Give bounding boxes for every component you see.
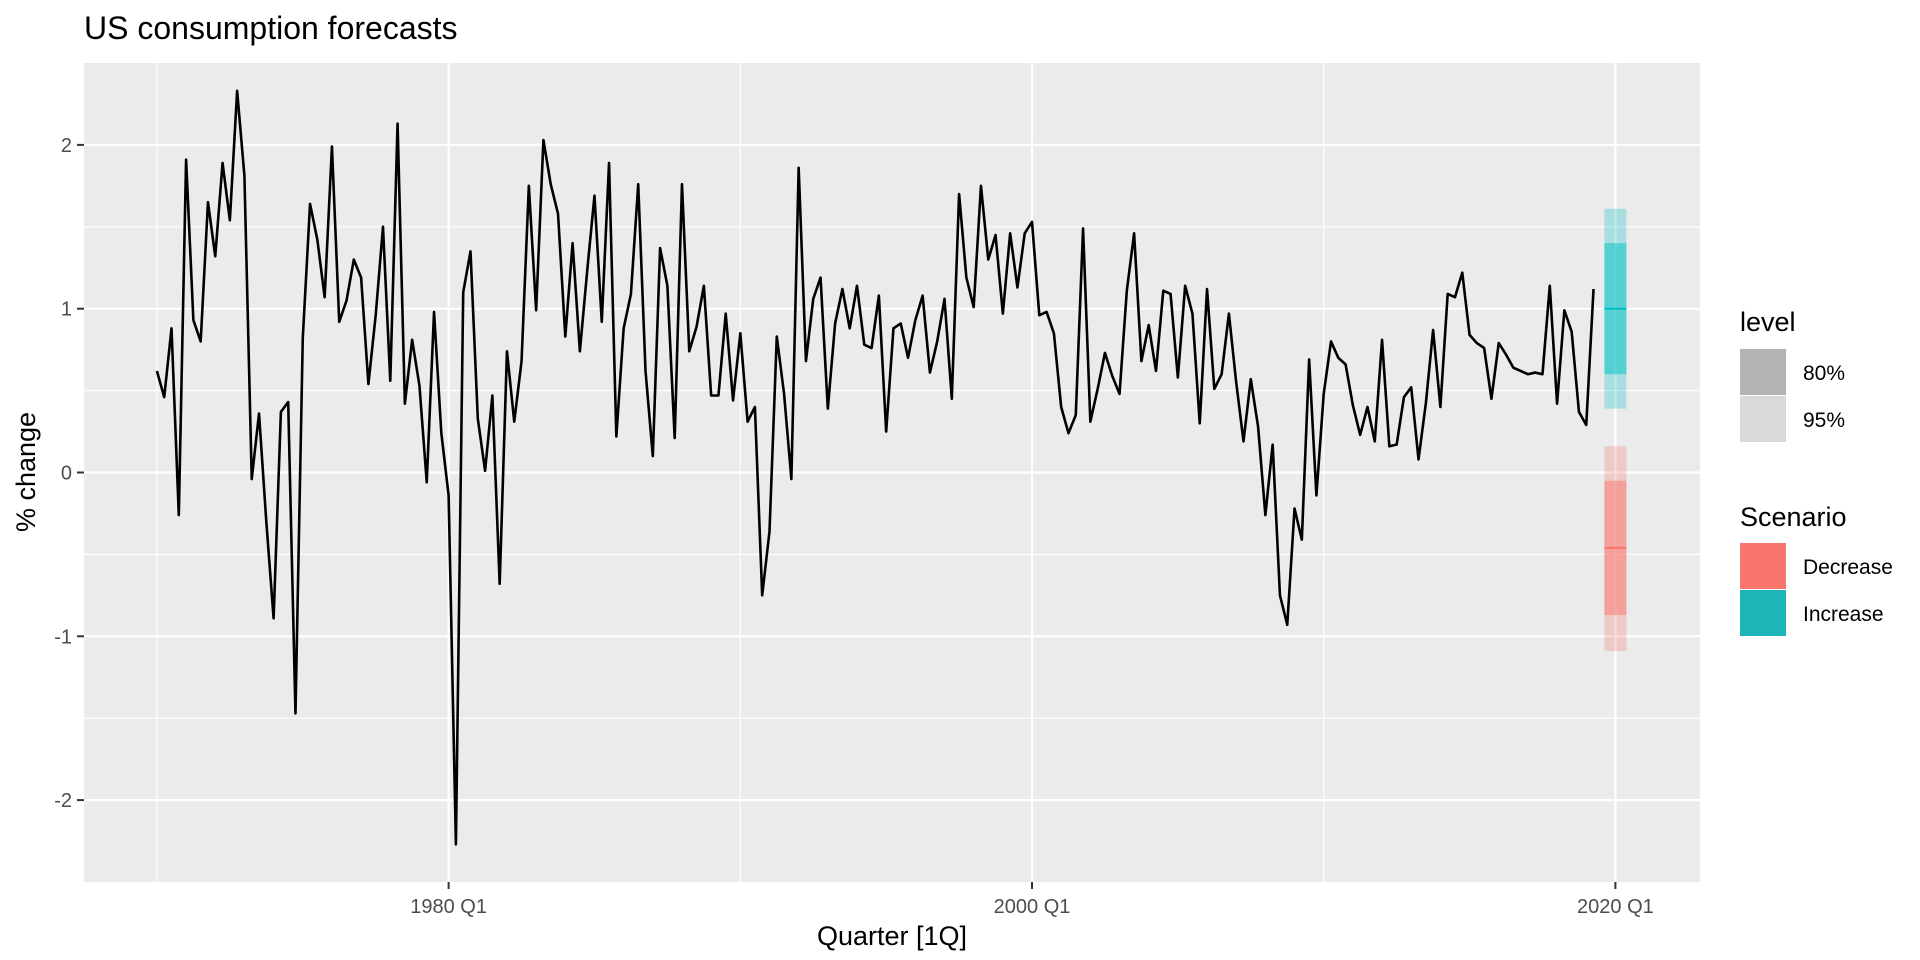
legend-key-level [1740, 396, 1786, 442]
y-tick-label: -1 [54, 626, 72, 648]
x-tick-label: 2000 Q1 [994, 896, 1071, 918]
y-tick-label: 1 [61, 299, 72, 321]
x-axis-ticks: 1980 Q1 2000 Q1 2020 Q1 [410, 882, 1654, 918]
legend-label-level: 80% [1803, 362, 1845, 385]
legend: level 80% 95% Scenario Decrease Increase [1740, 307, 1893, 636]
y-axis-ticks: -2 -1 0 1 2 [54, 135, 84, 812]
y-tick-label: 2 [61, 135, 72, 157]
forecast-bands [1604, 208, 1627, 652]
legend-key-scenario [1740, 543, 1786, 589]
legend-level-title: level [1740, 307, 1796, 337]
legend-key-level [1740, 349, 1786, 395]
legend-label-scenario: Decrease [1803, 556, 1893, 579]
legend-label-level: 95% [1803, 409, 1845, 432]
legend-level-items: 80% 95% [1740, 349, 1845, 442]
chart-title: US consumption forecasts [84, 10, 458, 46]
y-tick-label: 0 [61, 463, 72, 485]
y-tick-label: -2 [54, 790, 72, 812]
x-axis-title: Quarter [1Q] [817, 921, 967, 951]
x-tick-label: 1980 Q1 [410, 896, 487, 918]
series-line [155, 89, 1595, 846]
legend-scenario-title: Scenario [1740, 502, 1847, 532]
legend-key-scenario [1740, 590, 1786, 636]
grid-major [84, 63, 1700, 882]
legend-label-scenario: Increase [1803, 603, 1884, 626]
x-tick-label: 2020 Q1 [1577, 896, 1654, 918]
y-axis-title: % change [11, 412, 41, 532]
legend-scenario-items: Decrease Increase [1740, 543, 1893, 636]
